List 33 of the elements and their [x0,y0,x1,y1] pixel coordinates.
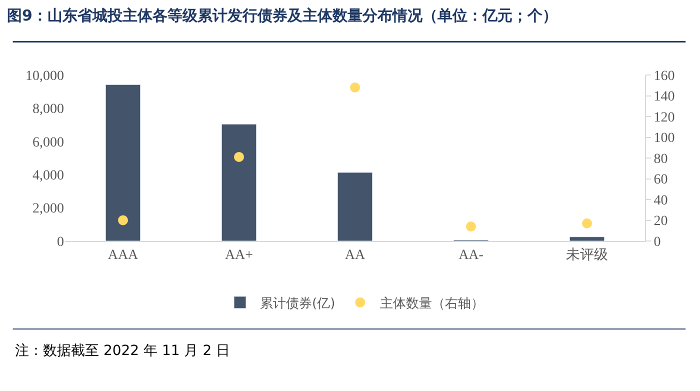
x-tick-label: AA [344,248,366,263]
y-tick-label: 0 [57,234,64,250]
legend-label: 累计债券(亿) [260,296,336,312]
point [350,82,360,92]
point [118,215,128,226]
point [234,152,244,162]
bar [337,172,373,241]
y2-tick-label: 60 [654,172,668,188]
point [582,218,592,228]
y-tick-label: 8,000 [32,102,64,118]
chart-title: 图9：山东省城投主体各等级累计发行债券及主体数量分布情况（单位：亿元；个） [7,6,558,24]
bar [105,84,141,241]
legend-label: 主体数量（右轴） [380,296,484,312]
y2-tick-label: 140 [654,90,675,105]
y-tick-label: 10,000 [26,68,64,84]
y2-tick-label: 160 [654,68,675,84]
y2-tick-label: 100 [654,131,675,146]
y2-tick-label: 120 [654,110,675,126]
bar [221,124,257,241]
y-tick-label: 2,000 [32,202,64,217]
y2-tick-label: 80 [654,152,668,167]
bar [569,236,605,241]
x-tick-label: AA+ [224,248,254,263]
text: 注：数据截至 2022 年 11 月 2 日 [15,343,230,359]
point [466,221,476,232]
y-tick-label: 6,000 [32,135,64,150]
x-tick-label: 未评级 [566,246,608,263]
y2-tick-label: 0 [654,234,661,250]
x-tick-label: AA- [458,248,484,263]
y2-tick-label: 40 [654,193,668,208]
y-tick-label: 4,000 [32,168,64,184]
x-tick-label: AAA [108,248,140,263]
y2-tick-label: 20 [654,214,668,230]
